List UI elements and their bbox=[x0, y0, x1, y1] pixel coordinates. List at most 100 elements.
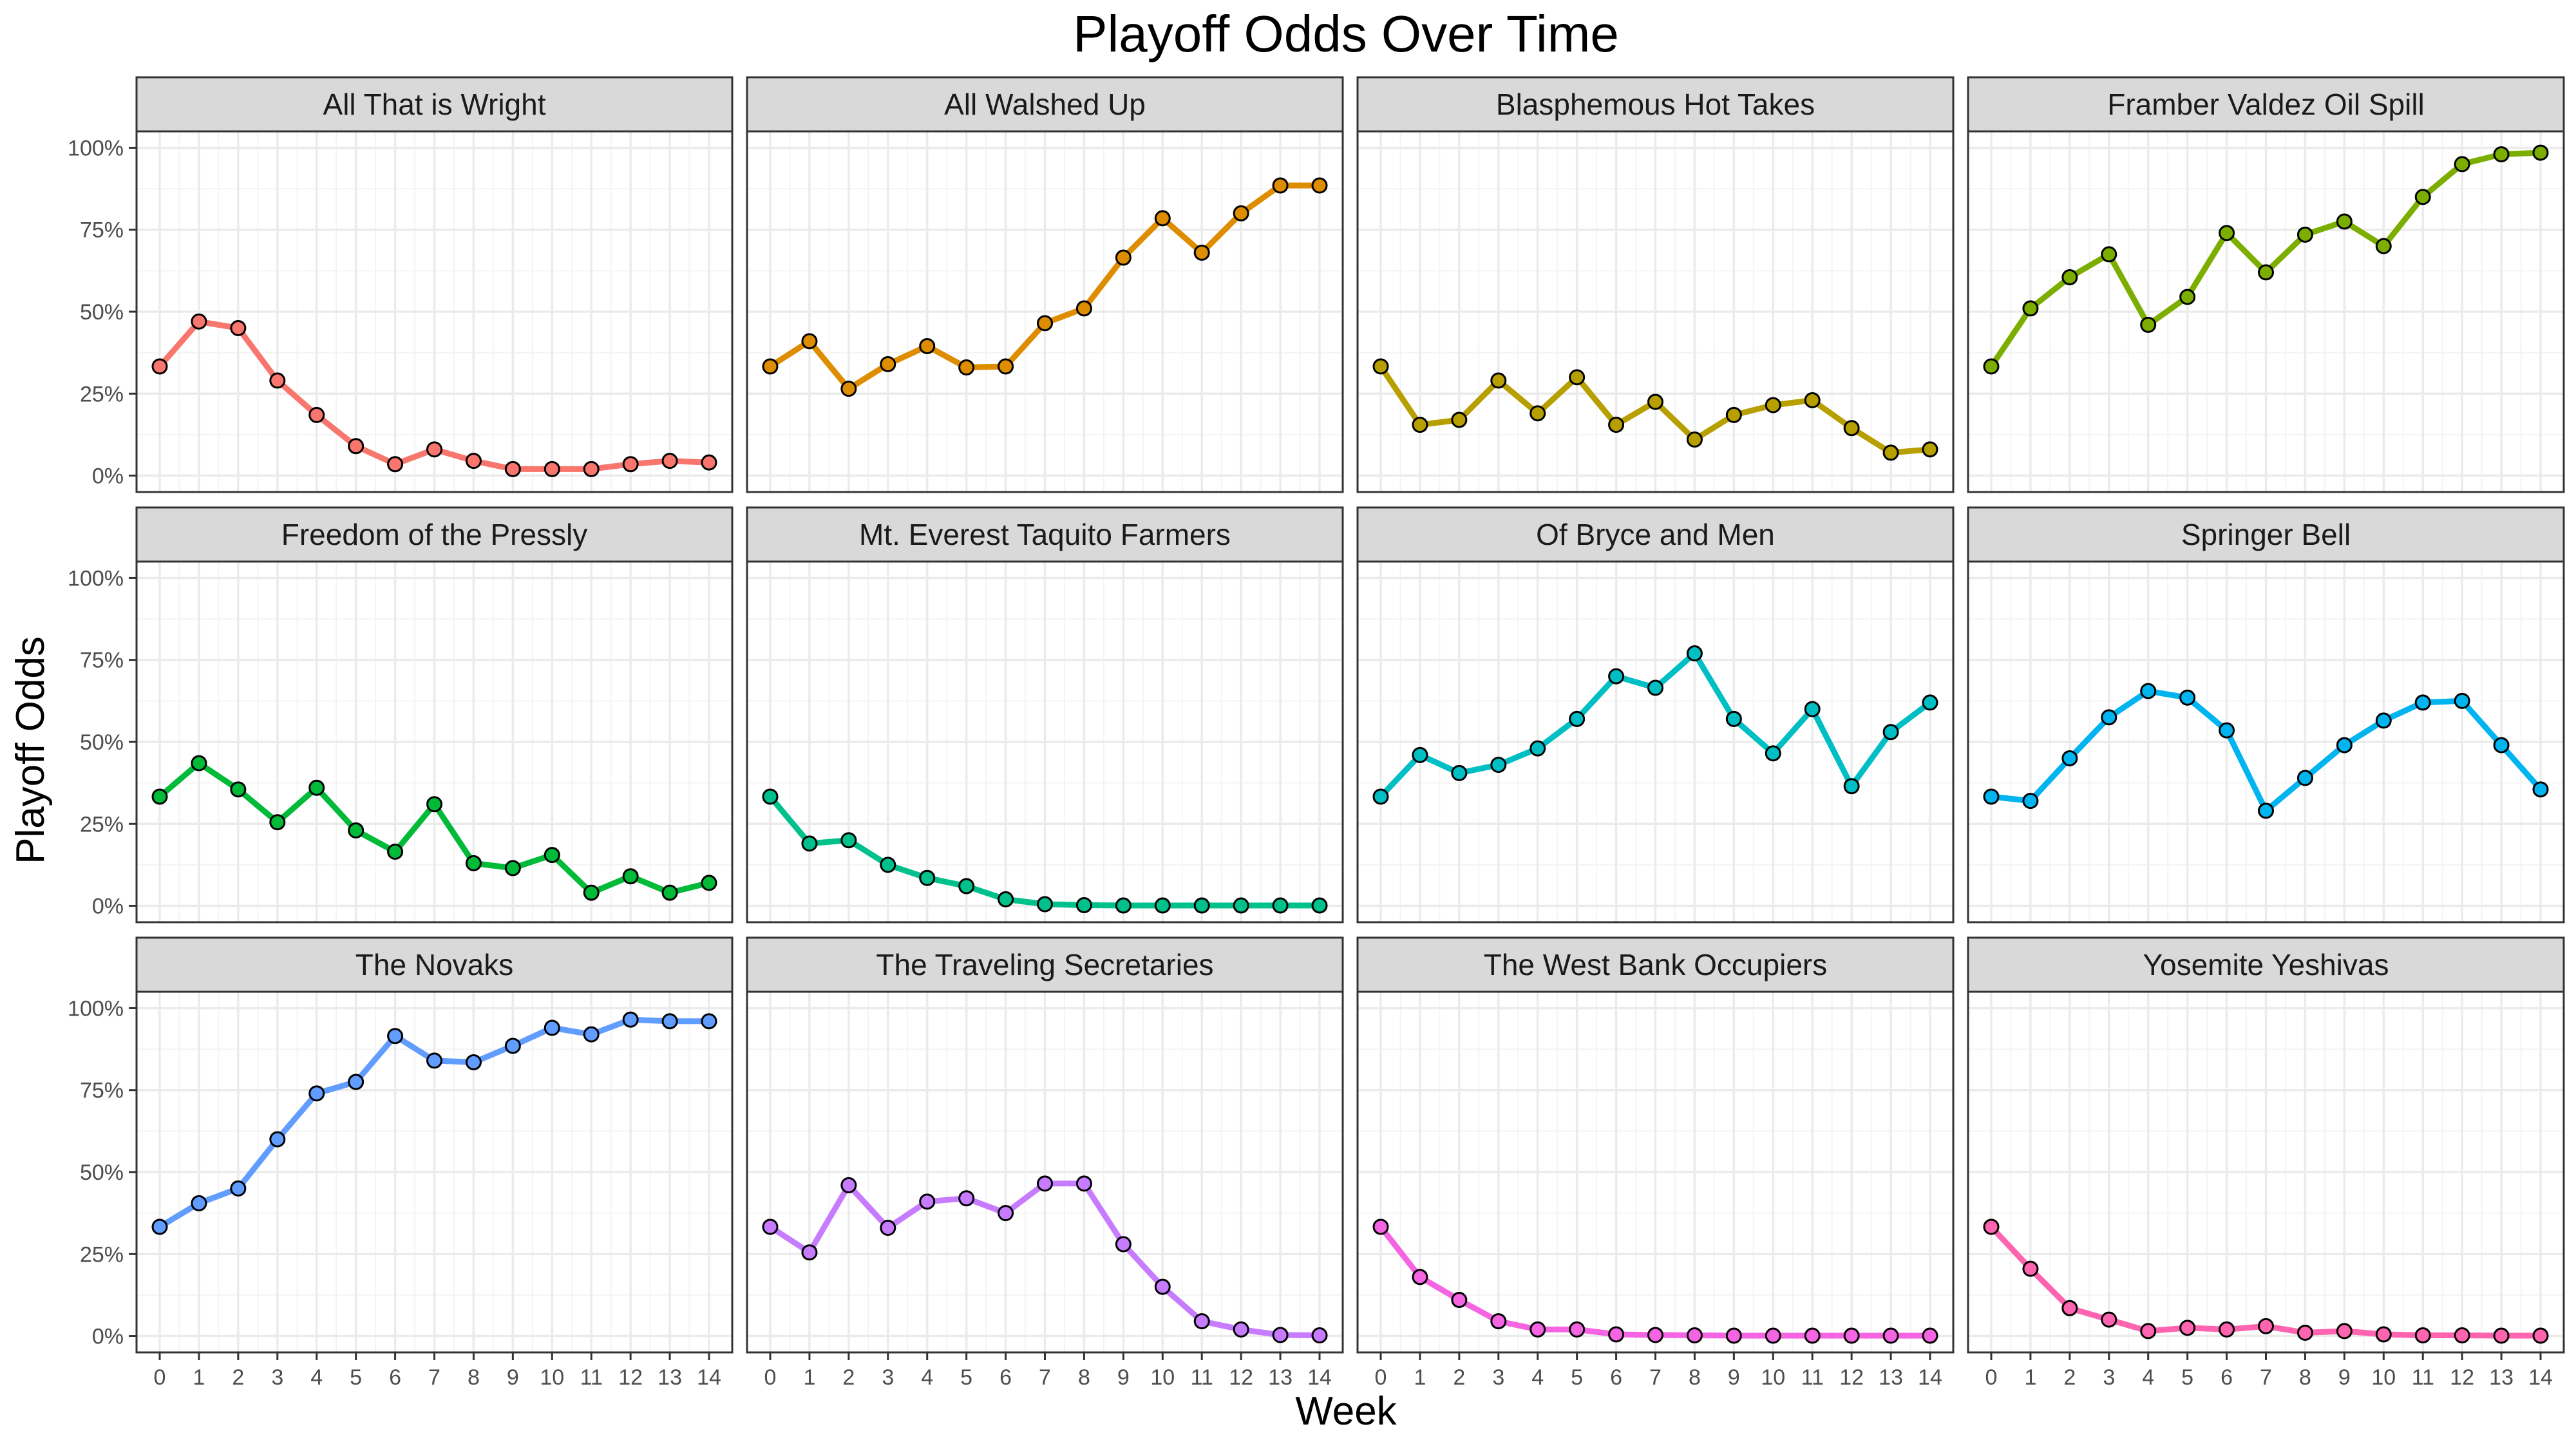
data-point bbox=[919, 337, 936, 354]
data-point bbox=[840, 381, 857, 397]
facet-strip bbox=[1967, 936, 2565, 993]
data-point bbox=[1372, 1218, 1389, 1235]
data-point bbox=[661, 453, 678, 469]
data-point bbox=[308, 1085, 325, 1102]
data-point bbox=[230, 1180, 247, 1197]
data-point bbox=[1193, 1313, 1210, 1330]
data-point bbox=[504, 860, 521, 876]
data-point bbox=[1451, 764, 1468, 781]
data-point bbox=[465, 453, 482, 469]
data-point bbox=[801, 1244, 818, 1261]
data-point bbox=[1725, 710, 1742, 727]
data-point bbox=[2258, 264, 2274, 281]
x-tick-label: 12 bbox=[1839, 1365, 1864, 1390]
x-tick-label: 8 bbox=[1078, 1365, 1090, 1390]
facet-strip-label: Mt. Everest Taquito Farmers bbox=[859, 518, 1231, 551]
data-point bbox=[1804, 1327, 1821, 1344]
data-point bbox=[2101, 1311, 2117, 1328]
data-point bbox=[701, 875, 717, 891]
data-point bbox=[2532, 144, 2549, 161]
x-tick-label: 6 bbox=[1610, 1365, 1622, 1390]
data-point bbox=[2061, 1300, 2078, 1316]
data-point bbox=[151, 1218, 168, 1235]
data-point bbox=[2375, 238, 2392, 254]
data-point bbox=[191, 313, 207, 330]
facet-strip bbox=[746, 506, 1344, 563]
data-point bbox=[583, 1026, 600, 1043]
data-point bbox=[2022, 300, 2039, 317]
y-tick-label: 100% bbox=[68, 996, 124, 1021]
data-point bbox=[661, 1013, 678, 1030]
x-tick-label: 1 bbox=[803, 1365, 815, 1390]
data-point bbox=[840, 1177, 857, 1193]
data-point bbox=[2493, 737, 2510, 753]
x-tick-label: 2 bbox=[232, 1365, 244, 1390]
x-tick-label: 10 bbox=[540, 1365, 564, 1390]
data-point bbox=[2336, 213, 2353, 230]
data-point bbox=[2140, 683, 2157, 699]
x-tick-label: 8 bbox=[1689, 1365, 1701, 1390]
data-point bbox=[504, 1037, 521, 1054]
data-point bbox=[1725, 1327, 1742, 1344]
data-point bbox=[2493, 146, 2510, 163]
data-point bbox=[1843, 420, 1860, 437]
data-point bbox=[762, 1218, 779, 1235]
data-point bbox=[1311, 1327, 1328, 1344]
x-tick-label: 14 bbox=[1918, 1365, 1942, 1390]
data-point bbox=[1608, 668, 1625, 685]
x-tick-label: 8 bbox=[2299, 1365, 2311, 1390]
facet-strip-label: Yosemite Yeshivas bbox=[2143, 948, 2389, 981]
data-point bbox=[701, 1013, 717, 1030]
data-point bbox=[1765, 397, 1781, 413]
x-tick-label: 13 bbox=[1879, 1365, 1903, 1390]
data-point bbox=[348, 822, 365, 838]
data-point bbox=[661, 884, 678, 901]
data-point bbox=[1193, 244, 1210, 261]
x-tick-label: 1 bbox=[193, 1365, 205, 1390]
data-point bbox=[151, 788, 168, 805]
x-tick-label: 12 bbox=[618, 1365, 643, 1390]
data-point bbox=[2532, 781, 2549, 798]
x-tick-label: 9 bbox=[2338, 1365, 2351, 1390]
x-tick-label: 0 bbox=[154, 1365, 166, 1390]
data-point bbox=[1686, 645, 1703, 662]
data-point bbox=[1193, 897, 1210, 914]
x-tick-label: 6 bbox=[999, 1365, 1012, 1390]
x-tick-label: 5 bbox=[1571, 1365, 1583, 1390]
facet-strip bbox=[746, 76, 1344, 133]
x-tick-label: 1 bbox=[2024, 1365, 2036, 1390]
x-tick-label: 14 bbox=[1307, 1365, 1332, 1390]
x-tick-label: 5 bbox=[350, 1365, 362, 1390]
data-point bbox=[801, 835, 818, 852]
data-point bbox=[1037, 896, 1053, 913]
x-tick-label: 9 bbox=[1117, 1365, 1130, 1390]
data-point bbox=[1882, 724, 1899, 741]
data-point bbox=[2454, 156, 2470, 173]
facet-strip bbox=[1356, 936, 1955, 993]
data-point bbox=[2061, 750, 2078, 766]
x-tick-label: 6 bbox=[389, 1365, 401, 1390]
data-point bbox=[504, 460, 521, 477]
data-point bbox=[387, 844, 404, 860]
data-point bbox=[348, 1074, 365, 1090]
x-tick-label: 10 bbox=[2371, 1365, 2396, 1390]
y-tick-label: 50% bbox=[80, 730, 124, 755]
y-tick-label: 0% bbox=[92, 895, 124, 919]
data-point bbox=[1530, 405, 1546, 422]
x-tick-label: 7 bbox=[1649, 1365, 1662, 1390]
data-point bbox=[1412, 1269, 1428, 1285]
panel: All Walshed Up bbox=[746, 76, 1344, 493]
x-tick-label: 13 bbox=[2489, 1365, 2514, 1390]
x-tick-label: 2 bbox=[2063, 1365, 2076, 1390]
y-tick-label: 0% bbox=[92, 1325, 124, 1349]
data-point bbox=[701, 454, 717, 471]
data-point bbox=[1412, 746, 1428, 763]
panel: Springer Bell bbox=[1967, 506, 2565, 923]
data-point bbox=[308, 779, 325, 796]
data-point bbox=[2101, 709, 2117, 726]
x-tick-label: 11 bbox=[1801, 1365, 1824, 1390]
data-point bbox=[1983, 358, 2000, 375]
data-point bbox=[1115, 249, 1132, 266]
data-point bbox=[2101, 246, 2117, 263]
x-tick-label: 7 bbox=[1039, 1365, 1051, 1390]
